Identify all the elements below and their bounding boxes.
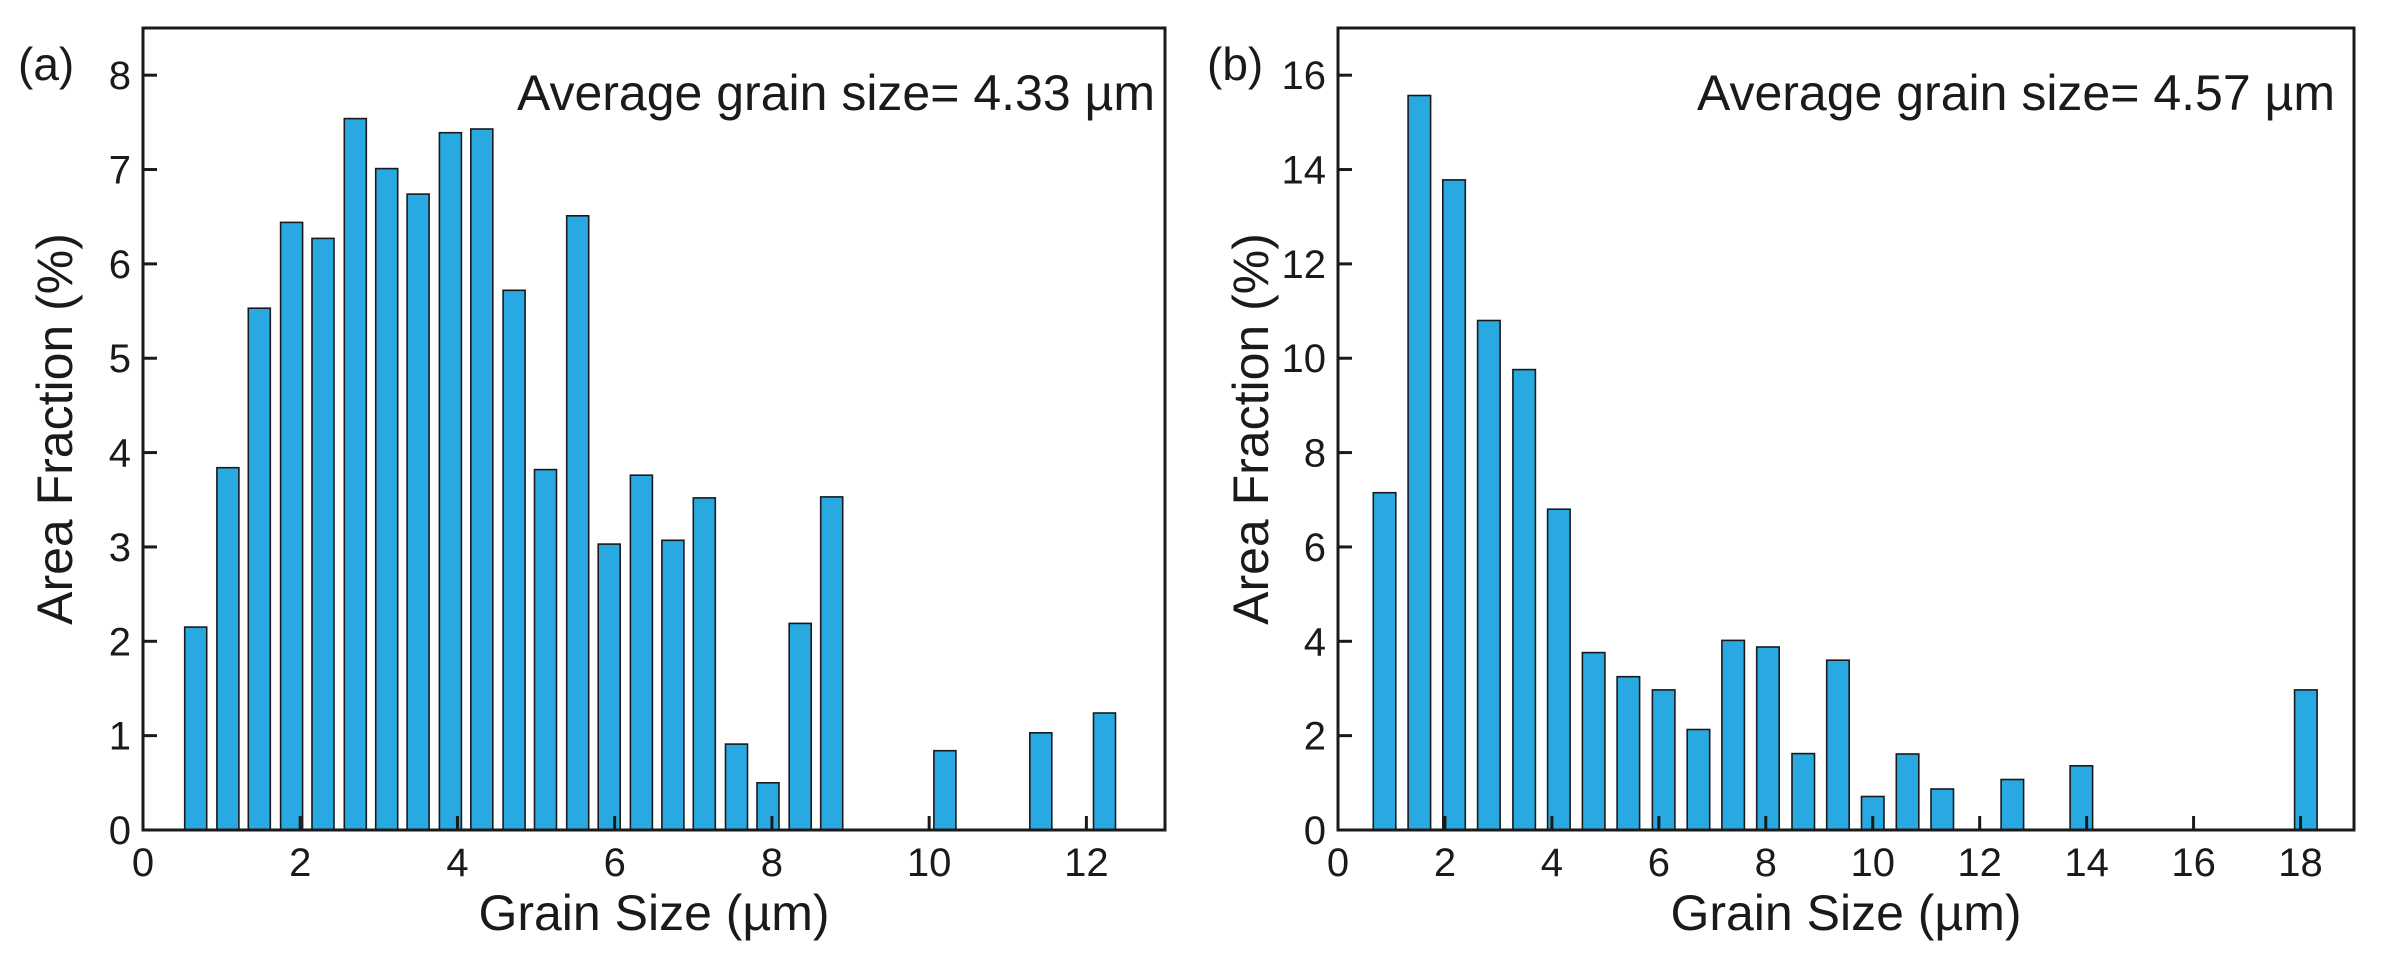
bar <box>788 622 813 831</box>
bar <box>629 474 654 831</box>
bar <box>1372 491 1397 831</box>
bar <box>1930 788 1955 831</box>
panel-b: (b) Average grain size= 4.57 µm 0 2 4 6 8 10 1… <box>1207 26 2356 941</box>
bar <box>1029 731 1053 831</box>
bar <box>1092 712 1117 831</box>
bar <box>2000 778 2025 831</box>
panel-a: (a) Average grain size= 4.33 µm 0 2 4 6 8 10 1… <box>18 26 1167 941</box>
y-tick-label: 14 <box>1282 149 1327 193</box>
y-tick-label: 8 <box>109 54 131 98</box>
bar <box>597 543 622 831</box>
bar <box>565 215 590 831</box>
panel-b-plot-frame <box>1336 26 2356 832</box>
bar <box>756 781 780 831</box>
y-tick-label: 2 <box>1304 715 1326 759</box>
x-tick-label: 12 <box>1064 841 1109 885</box>
bar <box>661 539 685 831</box>
y-tick-label: 0 <box>109 809 131 853</box>
y-tick-label: 10 <box>1282 337 1327 381</box>
panel-b-average-grain-size: Average grain size= 4.57 µm <box>1697 65 2335 121</box>
bar <box>216 466 240 831</box>
panel-b-ticks: 0 2 4 6 8 10 12 14 16 18 0 2 4 6 8 10 12 14 16 <box>1282 54 2323 885</box>
bar <box>1407 94 1432 831</box>
x-tick-label: 2 <box>1434 841 1456 885</box>
bar <box>279 221 304 831</box>
panel-b-label: (b) <box>1207 38 1263 90</box>
bar <box>1476 319 1501 831</box>
bar <box>1791 752 1816 831</box>
x-tick-label: 10 <box>907 841 952 885</box>
y-tick-label: 12 <box>1282 243 1327 287</box>
bar <box>1546 508 1571 831</box>
panel-a-plot-frame <box>141 26 1167 832</box>
y-tick-label: 5 <box>109 337 131 381</box>
panel-a-x-axis-title: Grain Size (µm) <box>478 885 829 941</box>
bar <box>406 193 430 831</box>
bar <box>374 167 399 831</box>
y-tick-label: 8 <box>1304 432 1326 476</box>
x-tick-label: 8 <box>1755 841 1777 885</box>
bar <box>933 749 957 831</box>
bar <box>1895 753 1920 831</box>
panel-b-y-axis-title: Area Fraction (%) <box>1223 233 1279 625</box>
bar <box>1512 368 1537 831</box>
bar <box>311 237 335 831</box>
panel-b-bars <box>1372 94 2318 831</box>
panel-a-bars <box>183 117 1117 831</box>
bar <box>1581 651 1606 831</box>
x-tick-label: 6 <box>1648 841 1670 885</box>
y-tick-label: 4 <box>109 432 131 476</box>
y-tick-label: 0 <box>1304 809 1326 853</box>
bar <box>2293 689 2318 831</box>
bar <box>533 468 558 831</box>
bar <box>343 117 368 831</box>
y-tick-label: 16 <box>1282 54 1327 98</box>
bar <box>1755 646 1780 831</box>
y-tick-label: 4 <box>1304 620 1326 664</box>
x-tick-label: 16 <box>2171 841 2216 885</box>
y-tick-label: 7 <box>109 149 131 193</box>
panel-a-average-grain-size: Average grain size= 4.33 µm <box>517 65 1155 121</box>
x-tick-label: 4 <box>446 841 468 885</box>
bar <box>819 496 844 831</box>
bar <box>438 131 463 831</box>
bar <box>502 289 526 831</box>
x-tick-label: 8 <box>761 841 783 885</box>
bar <box>724 743 749 831</box>
x-tick-label: 0 <box>132 841 154 885</box>
panel-b-x-axis-title: Grain Size (µm) <box>1670 885 2021 941</box>
bar <box>1651 689 1676 831</box>
x-tick-label: 2 <box>289 841 311 885</box>
x-tick-label: 4 <box>1541 841 1563 885</box>
bar <box>1442 179 1467 831</box>
bar <box>1721 639 1746 831</box>
y-tick-label: 1 <box>109 715 131 759</box>
y-tick-label: 2 <box>109 620 131 664</box>
x-tick-label: 12 <box>1957 841 2002 885</box>
bar <box>247 307 272 831</box>
y-tick-label: 6 <box>1304 526 1326 570</box>
bar <box>1825 659 1850 831</box>
x-tick-label: 14 <box>2064 841 2109 885</box>
y-tick-label: 6 <box>109 243 131 287</box>
panel-a-label: (a) <box>18 38 74 90</box>
bar <box>692 497 717 831</box>
panel-a-y-axis-title: Area Fraction (%) <box>27 233 83 625</box>
x-tick-label: 10 <box>1850 841 1895 885</box>
bar <box>183 626 208 831</box>
x-tick-label: 18 <box>2278 841 2323 885</box>
x-tick-label: 6 <box>604 841 626 885</box>
bar <box>1616 675 1641 831</box>
bar <box>1686 728 1711 831</box>
x-tick-label: 0 <box>1327 841 1349 885</box>
bar <box>2069 764 2094 831</box>
y-tick-label: 3 <box>109 526 131 570</box>
bar <box>469 128 494 831</box>
